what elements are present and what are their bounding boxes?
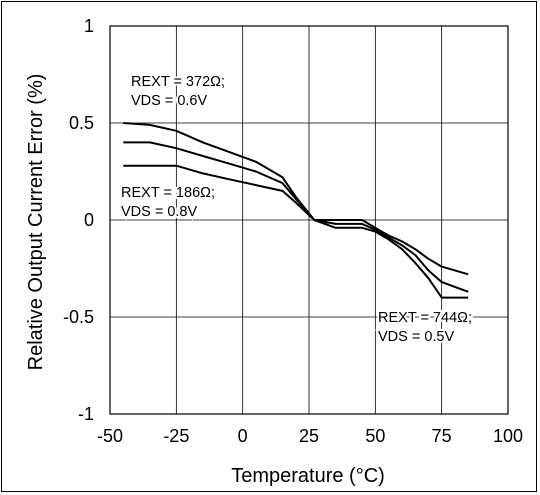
annotation-1-line-2: VDS = 0.6V — [131, 93, 207, 109]
x-tick-label: 100 — [493, 426, 523, 446]
x-tick-label: -25 — [163, 426, 189, 446]
x-tick-label: 75 — [432, 426, 452, 446]
series-line-3 — [123, 164, 469, 276]
annotations: REXT = 372Ω; VDS = 0.6V REXT = 186Ω; VDS = … — [119, 72, 474, 347]
annotation-3-line-2: VDS = 0.5V — [378, 329, 454, 345]
tick-labels: -50 -25 0 25 50 75 100 1 0.5 0 -0.5 -1 — [63, 16, 523, 446]
x-tick-label: -50 — [97, 426, 123, 446]
series-line-2 — [123, 141, 469, 293]
plot-area — [109, 25, 509, 415]
annotation-2-line-1: REXT = 186Ω; — [121, 185, 215, 201]
x-axis-label: Temperature (°C) — [231, 465, 385, 487]
y-tick-label: -1 — [78, 404, 94, 424]
series-line-1 — [123, 122, 469, 299]
y-axis-label: Relative Output Current Error (%) — [25, 74, 47, 371]
annotation-1-line-1: REXT = 372Ω; — [131, 74, 225, 90]
y-tick-label: 0.5 — [69, 113, 94, 133]
x-tick-label: 50 — [365, 426, 385, 446]
x-tick-label: 25 — [299, 426, 319, 446]
y-tick-label: 1 — [84, 16, 94, 36]
series-lines — [123, 122, 469, 299]
y-tick-label: 0 — [84, 210, 94, 230]
x-tick-label: 0 — [238, 426, 248, 446]
annotation-2-line-2: VDS = 0.8V — [121, 204, 197, 220]
annotation-3-line-1: REXT = 744Ω; — [378, 310, 472, 326]
grid — [110, 26, 508, 414]
y-tick-label: -0.5 — [63, 307, 94, 327]
